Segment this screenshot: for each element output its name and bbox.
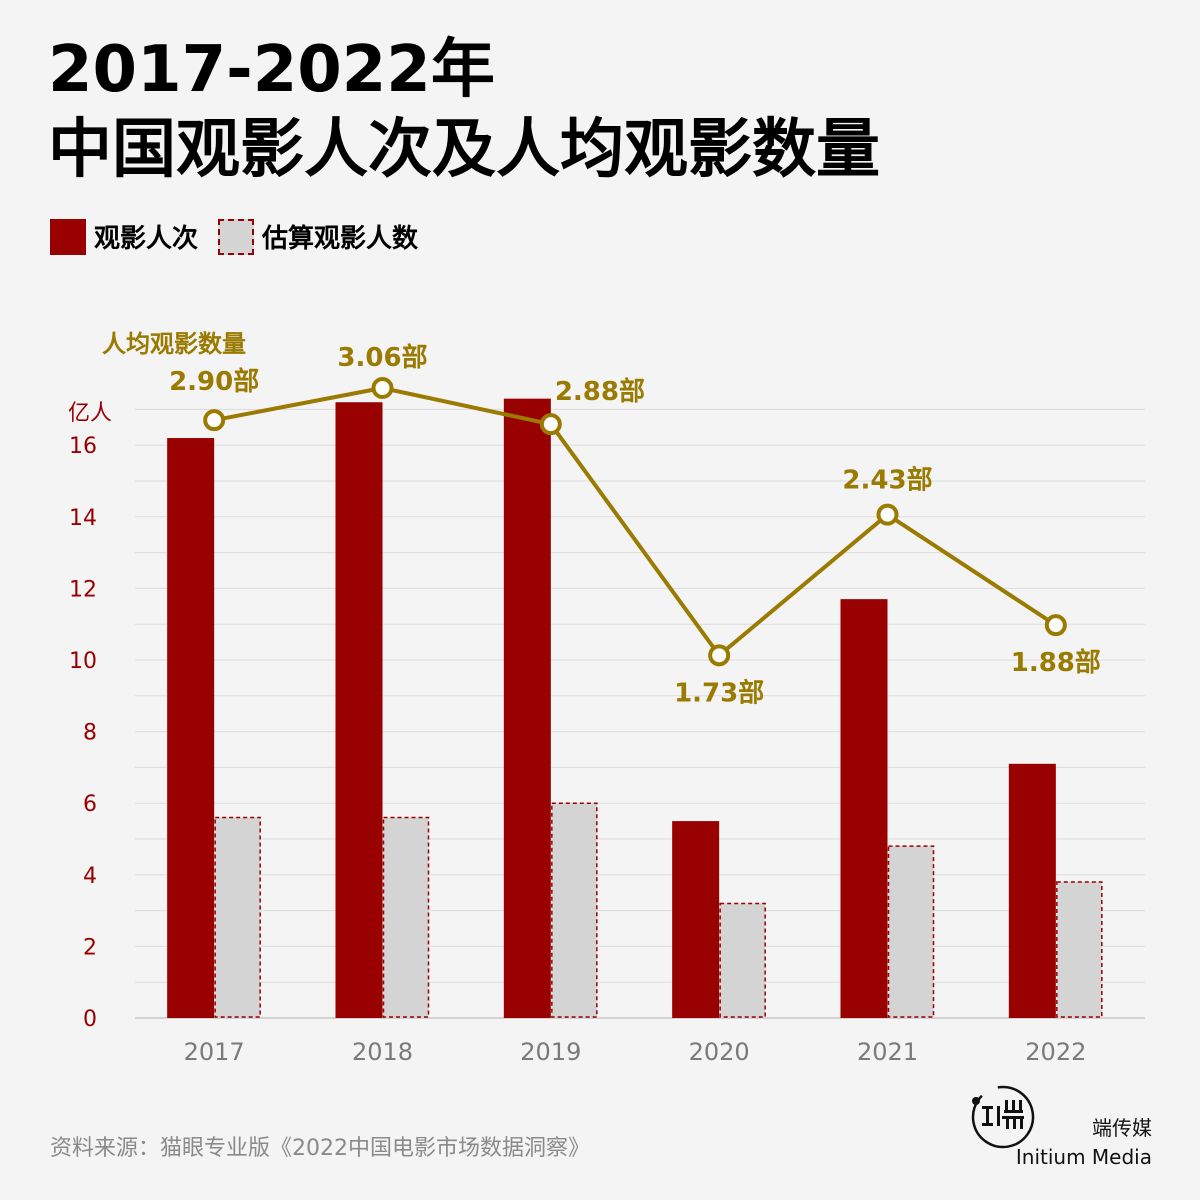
- y-tick-label: 0: [83, 1007, 97, 1032]
- y-tick-label: 10: [69, 649, 97, 674]
- bar-viewers-2017: [214, 816, 261, 1018]
- x-tick-label: 2020: [689, 1038, 750, 1066]
- bar-viewers-2022: [1056, 881, 1103, 1018]
- brand-cn: 端传媒: [1092, 1116, 1152, 1140]
- x-tick-label: 2017: [184, 1038, 245, 1066]
- per-capita-label: 2.88部: [555, 377, 645, 407]
- brand-en: Initium Media: [1015, 1145, 1152, 1169]
- per-capita-label: 2.90部: [169, 367, 259, 397]
- y-tick-label: 16: [69, 434, 97, 459]
- legend-label-visits: 观影人次: [94, 224, 199, 254]
- per-capita-label: 1.73部: [674, 678, 764, 708]
- bar-visits-2021: [840, 599, 888, 1018]
- bar-line-chart: 0 2 4 6 8 10 12 14 16 亿人 2017 2018 2019 2020 2021 2022 2…: [68, 330, 1145, 1066]
- legend-swatch-viewers: [218, 218, 255, 255]
- legend: 观影人次 估算观影人数: [50, 218, 418, 255]
- y-axis-unit: 亿人: [68, 401, 112, 426]
- per-capita-label: 1.88部: [1011, 648, 1101, 678]
- per-capita-label: 3.06部: [337, 343, 427, 373]
- y-tick-label: 8: [83, 721, 97, 746]
- chart-title: 2017-2022年 中国观影人次及人均观影数量: [48, 30, 880, 190]
- y-tick-label: 12: [69, 577, 97, 602]
- legend-label-viewers: 估算观影人数: [262, 224, 419, 254]
- bar-visits-2017: [167, 438, 215, 1018]
- x-tick-label: 2021: [857, 1038, 918, 1066]
- per-capita-point-2021: [876, 503, 899, 526]
- bar-viewers-2018: [382, 816, 430, 1018]
- per-capita-point-2020: [708, 644, 731, 667]
- bar-visits-2019: [503, 398, 551, 1018]
- y-tick-label: 2: [83, 935, 97, 960]
- per-capita-point-2019: [539, 413, 562, 436]
- bar-viewers-2019: [551, 802, 598, 1018]
- per-capita-point-2018: [371, 377, 394, 399]
- per-capita-point-2022: [1044, 614, 1067, 637]
- bar-visits-2018: [335, 402, 383, 1018]
- source-note: 资料来源：猫眼专业版《2022中国电影市场数据洞察》: [50, 1136, 590, 1161]
- title-line-1: 2017-2022年: [48, 33, 495, 107]
- per-capita-line: [213, 385, 1057, 659]
- bar-visits-2020: [672, 821, 720, 1018]
- y-tick-label: 4: [83, 864, 97, 889]
- legend-swatch-visits: [50, 218, 86, 255]
- x-tick-label: 2018: [352, 1038, 413, 1066]
- bar-viewers-2021: [887, 845, 935, 1018]
- bar-visits-2022: [1008, 763, 1056, 1018]
- bar-viewers-2020: [719, 902, 766, 1018]
- initium-logo-icon: [971, 1085, 1035, 1149]
- per-capita-series-name: 人均观影数量: [102, 330, 246, 358]
- per-capita-label: 2.43部: [842, 466, 932, 496]
- y-tick-label: 14: [69, 506, 97, 531]
- x-tick-label: 2022: [1025, 1038, 1086, 1066]
- x-tick-label: 2019: [520, 1038, 581, 1066]
- brand: 端传媒 Initium Media: [1016, 1112, 1152, 1169]
- title-line-2: 中国观影人次及人均观影数量: [48, 113, 880, 187]
- y-tick-label: 6: [83, 792, 97, 817]
- per-capita-point-2017: [203, 409, 226, 432]
